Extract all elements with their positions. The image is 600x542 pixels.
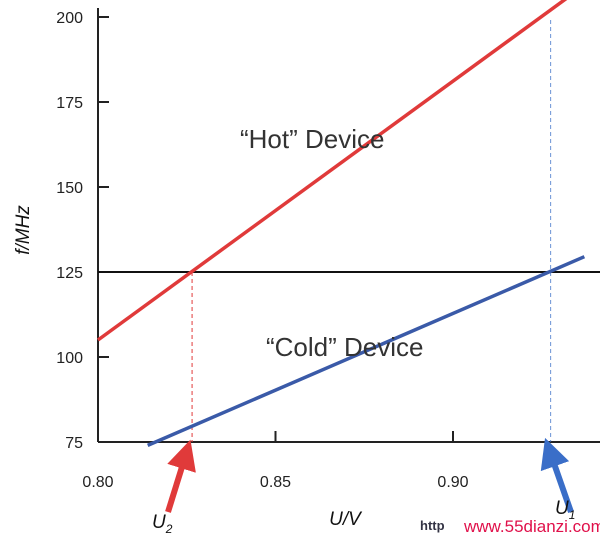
series-label-hot: “Hot” Device [240, 124, 384, 154]
axes [97, 8, 600, 443]
y-axis-title: f/MHz [13, 205, 34, 255]
x-ticks: 0.80 0.85 0.90 [82, 431, 469, 491]
marker-label-U2: U2 [152, 512, 173, 536]
watermark-url: www.55dianzi.com [463, 517, 600, 536]
x-axis-title: U/V [329, 509, 363, 530]
guides [98, 20, 600, 442]
marker-label-main: U [555, 498, 569, 519]
y-tick-label: 75 [65, 435, 83, 452]
series-label-cold: “Cold” Device [266, 332, 424, 362]
y-tick-label: 100 [56, 350, 83, 367]
x-tick-label: 0.90 [437, 474, 468, 491]
y-tick-label: 125 [56, 265, 83, 282]
marker-label-subscript: 2 [165, 522, 173, 536]
series-group [96, 0, 586, 448]
y-tick-label: 200 [56, 10, 83, 27]
arrow-u2 [165, 439, 196, 513]
x-tick-label: 0.85 [260, 474, 291, 491]
marker-label-U1: U1 [555, 498, 575, 522]
y-ticks: 75 100 125 150 175 200 [56, 10, 109, 452]
marker-label-subscript: 1 [569, 508, 576, 522]
marker-label-main: U [152, 512, 166, 533]
y-tick-label: 150 [56, 180, 83, 197]
arrow-u1 [540, 437, 574, 513]
series-line-hot [96, 0, 568, 342]
series-line-cold [147, 255, 586, 448]
watermark-tag: http [420, 518, 445, 533]
y-tick-label: 175 [56, 95, 83, 112]
x-tick-label: 0.80 [82, 474, 113, 491]
